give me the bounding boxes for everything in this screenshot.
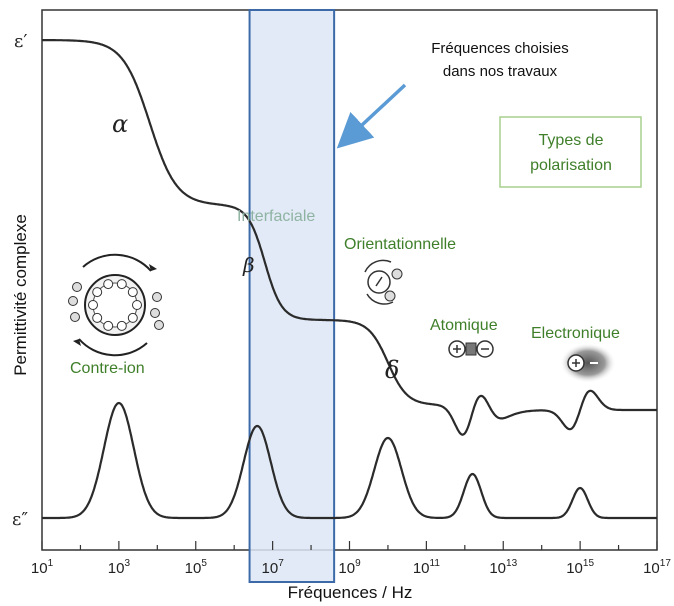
types-box-line2: polarisation: [530, 157, 612, 174]
x-tick-label: 1011: [413, 558, 441, 577]
counter-ion-icon: [68, 253, 164, 357]
negative-ion-glyph: [88, 300, 98, 310]
x-tick-label: 1013: [489, 558, 517, 577]
x-axis-label: Fréquences / Hz: [288, 583, 413, 602]
contre-ion-label: Contre-ion: [70, 360, 145, 377]
alpha-label: α: [112, 110, 128, 138]
negative-ion-glyph: [127, 312, 138, 323]
negative-ion-glyph: [132, 300, 142, 310]
negative-ion-glyph: [103, 320, 114, 331]
choice-note-line2: dans nos travaux: [443, 63, 558, 80]
plot-frame: [41, 9, 658, 551]
x-tick-label: 1015: [566, 558, 594, 577]
atomique-label: Atomique: [430, 317, 498, 334]
positive-ion-glyph: [154, 320, 164, 330]
interfaciale-label: Interfaciale: [237, 208, 315, 225]
orientational-dipole-icon: [364, 259, 403, 305]
types-box-line1: Types de: [539, 132, 604, 149]
x-tick-label: 107: [262, 558, 285, 577]
x-axis-ticks: 101 103 105 107 109 1011 1013 1015 1017: [31, 541, 671, 577]
x-tick-label: 105: [185, 558, 208, 577]
negative-ion-glyph: [116, 320, 127, 331]
series-epsilon-double-prime-curve: [42, 401, 657, 520]
positive-ion-glyph: [70, 312, 80, 322]
choice-arrow: [336, 83, 407, 149]
x-tick-label: 103: [108, 558, 131, 577]
negative-ion-glyph: [103, 279, 114, 290]
types-box: [499, 116, 642, 188]
negative-ion-glyph: [92, 312, 103, 323]
atomic-polarization-icon: [448, 340, 494, 358]
positive-ion-glyph: [150, 308, 160, 318]
beta-label: β: [242, 253, 255, 277]
highlight-band: [248, 9, 336, 583]
electronique-label: Electronique: [531, 325, 620, 342]
orientationnelle-label: Orientationnelle: [344, 236, 456, 253]
positive-ion-glyph: [72, 282, 82, 292]
x-tick-label: 109: [338, 558, 361, 577]
negative-ion-glyph: [92, 287, 103, 298]
x-tick-label: 101: [31, 558, 54, 577]
positive-ion-glyph: [68, 296, 78, 306]
x-tick-label: 1017: [643, 558, 671, 577]
positive-ion-glyph: [152, 292, 162, 302]
delta-label: δ: [385, 356, 399, 384]
choice-note-line1: Fréquences choisies: [431, 40, 569, 57]
y-axis-label: Permittivité complexe: [11, 214, 30, 376]
y-tick-epsilon-prime: ε′: [14, 31, 27, 52]
series-epsilon-prime-curve: [42, 39, 657, 436]
negative-ion-glyph: [116, 279, 127, 290]
negative-ion-glyph: [127, 287, 138, 298]
electronic-polarization-icon: [560, 343, 616, 383]
y-tick-epsilon-double-prime: ε″: [12, 509, 28, 530]
